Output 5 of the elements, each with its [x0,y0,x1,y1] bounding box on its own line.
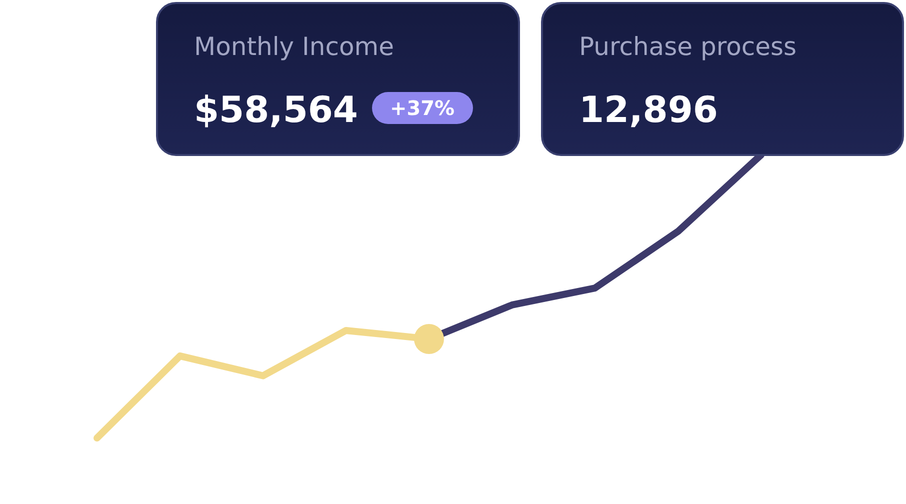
text: 12,896 [579,90,718,131]
text: $58,564 [194,90,358,131]
text: Purchase process [579,32,797,61]
text: +37% [372,92,473,124]
text: Monthly Income [194,32,394,61]
